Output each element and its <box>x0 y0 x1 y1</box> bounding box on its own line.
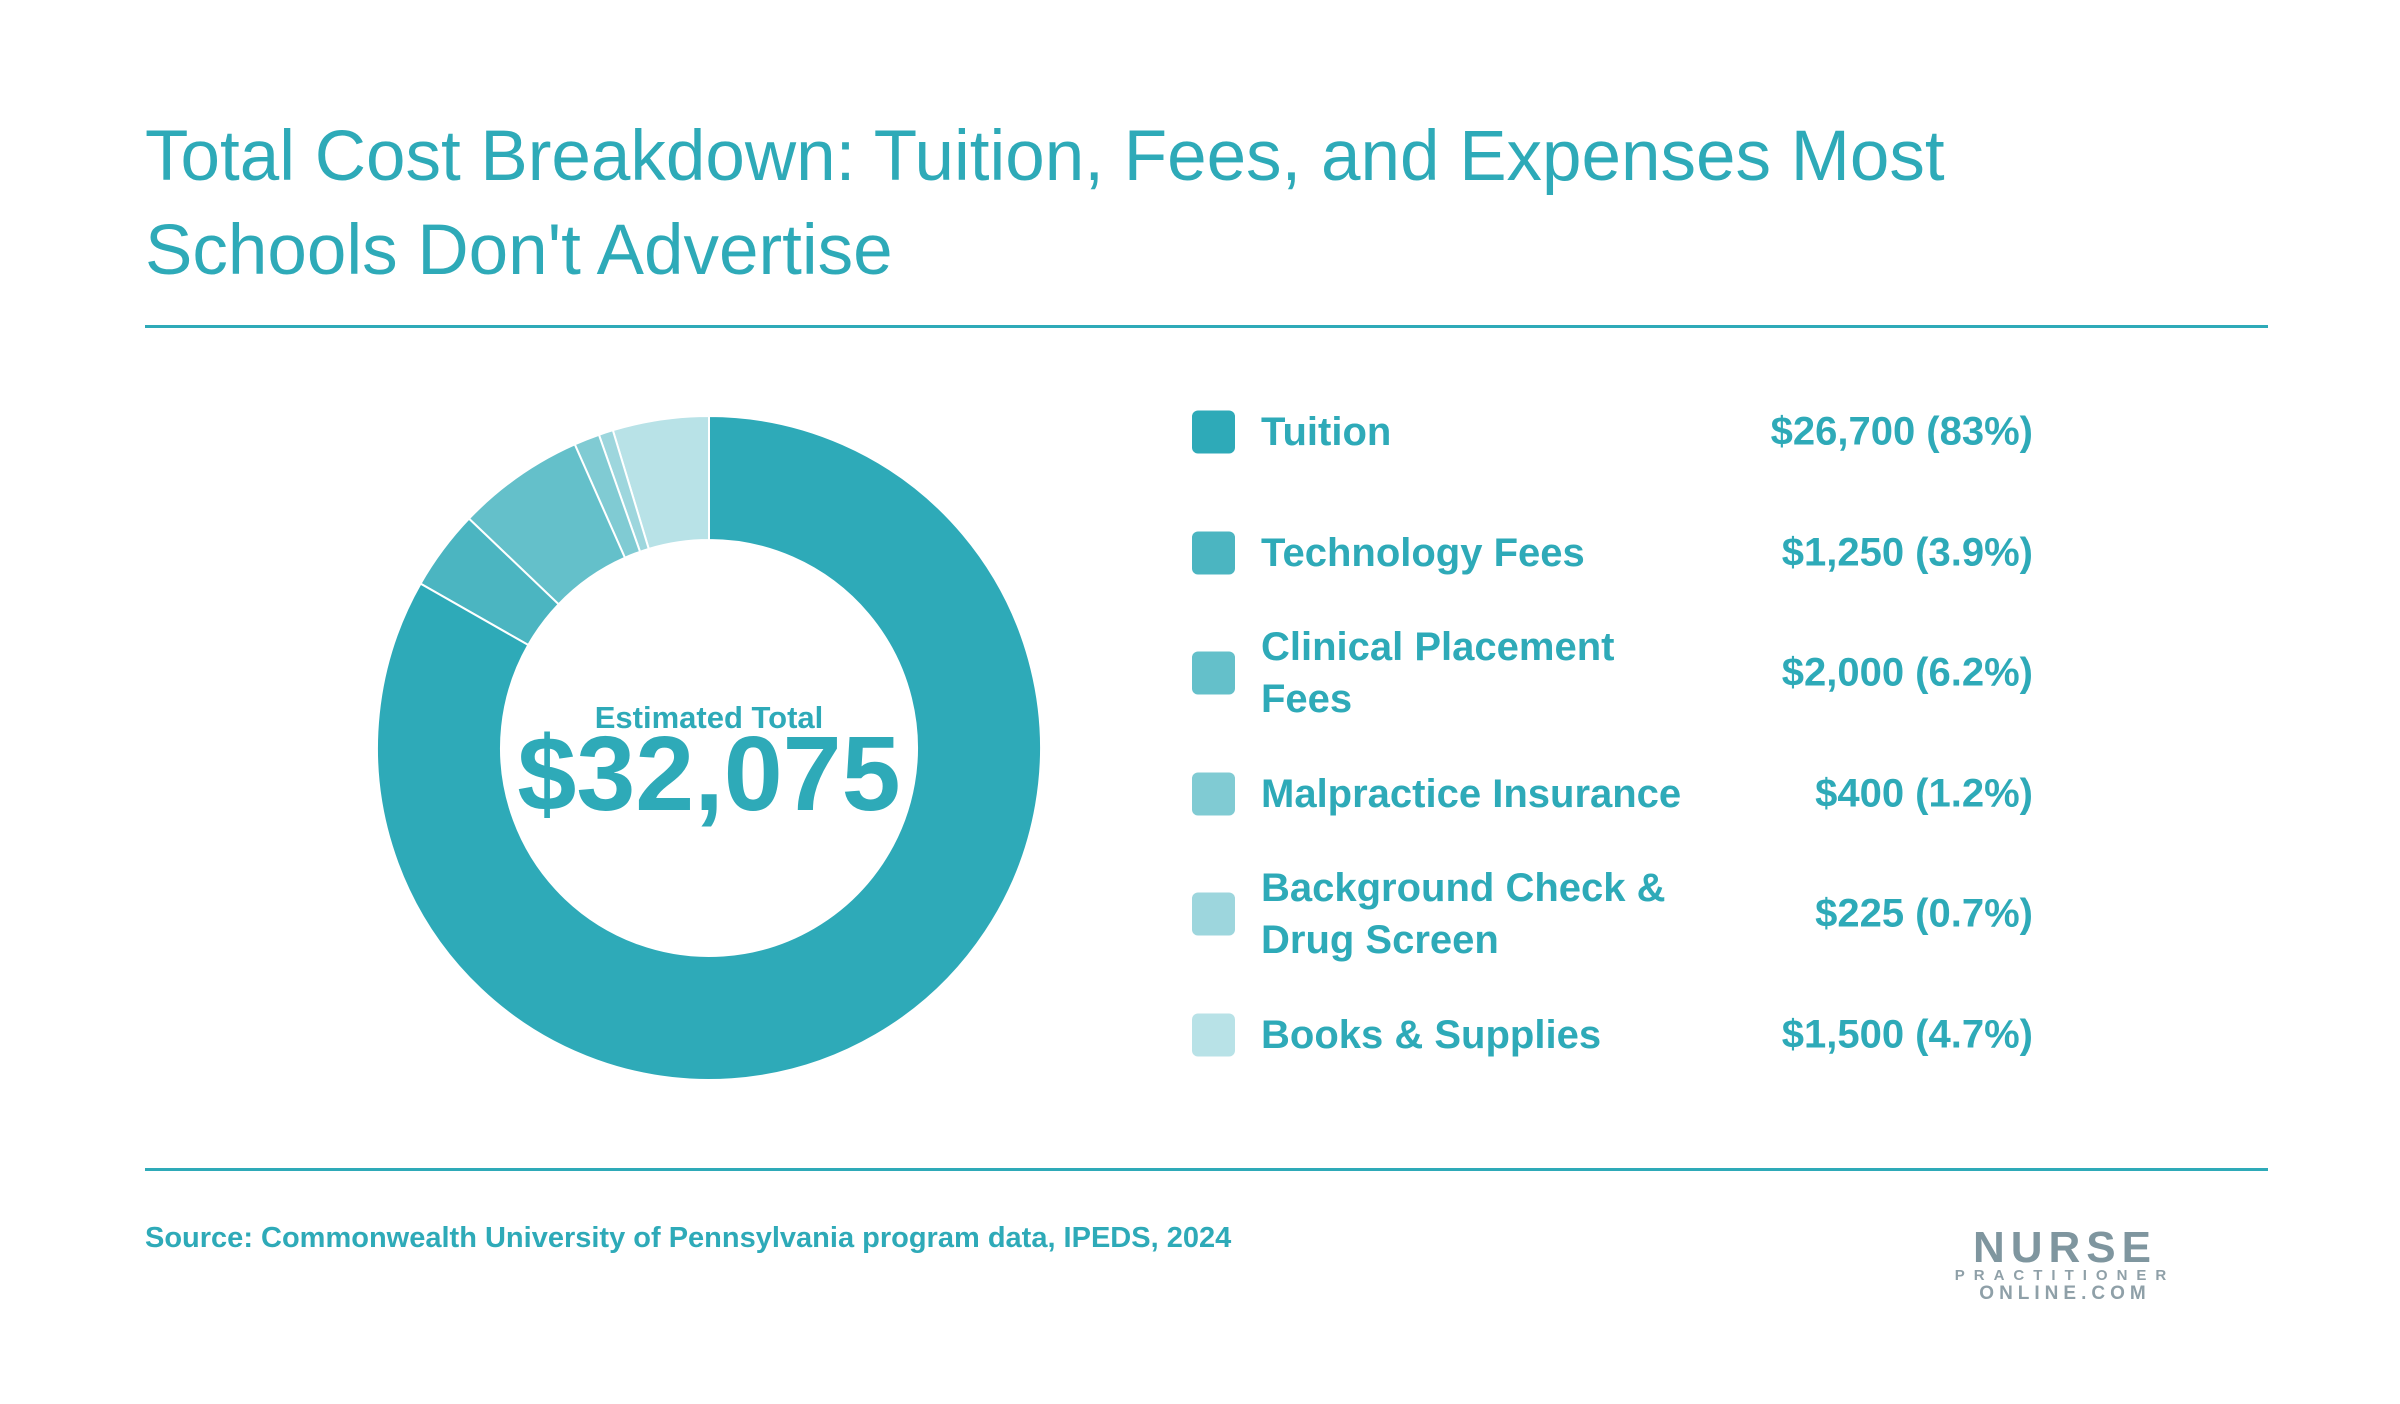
legend-value: $1,500 (4.7%) <box>1781 1012 2033 1056</box>
legend-swatch <box>1192 410 1235 454</box>
center-title: Estimated Total <box>595 700 824 735</box>
donut-chart: Estimated Total $32,075 <box>376 414 1042 1081</box>
legend-label: Technology Fees <box>1261 530 1585 575</box>
legend-label: Malpractice Insurance <box>1261 771 1682 816</box>
legend-label: Books & Supplies <box>1261 1012 1602 1057</box>
divider <box>145 325 2268 328</box>
divider <box>145 1168 2268 1171</box>
slice <box>573 433 642 560</box>
legend-swatch <box>1192 892 1235 936</box>
legend-swatch <box>1192 531 1235 574</box>
legend-value: $1,250 (3.9%) <box>1781 530 2033 574</box>
source: Source: Commonwealth University of Penns… <box>145 1222 1232 1254</box>
legend-swatch <box>1192 1013 1235 1056</box>
legend-value: $400 (1.2%) <box>1815 771 2033 815</box>
legend-swatch <box>1192 651 1235 695</box>
legend-value: $225 (0.7%) <box>1815 891 2033 936</box>
title: Total Cost Breakdown: Tuition, Fees, and… <box>145 117 1945 290</box>
logo-bottom: ONLINE.COM <box>1979 1283 2151 1304</box>
legend-value: $26,700 (83%) <box>1770 409 2033 454</box>
legend-label: Tuition <box>1261 410 1392 454</box>
legend-label: Background Check & Drug Screen <box>1261 866 1666 962</box>
slice <box>467 443 627 606</box>
slice <box>419 517 561 647</box>
logo-top: NURSE <box>1972 1223 2158 1272</box>
legend-value: $2,000 (6.2%) <box>1781 650 2033 695</box>
legend-swatch <box>1192 772 1235 815</box>
legend-label: Clinical Placement Fees <box>1261 625 1615 721</box>
logo: NURSE PRACTITIONER ONLINE.COM <box>1915 1223 2215 1304</box>
logo-middle: PRACTITIONER <box>1954 1267 2176 1284</box>
slice <box>376 414 1042 1081</box>
center-value: $32,075 <box>517 715 900 833</box>
